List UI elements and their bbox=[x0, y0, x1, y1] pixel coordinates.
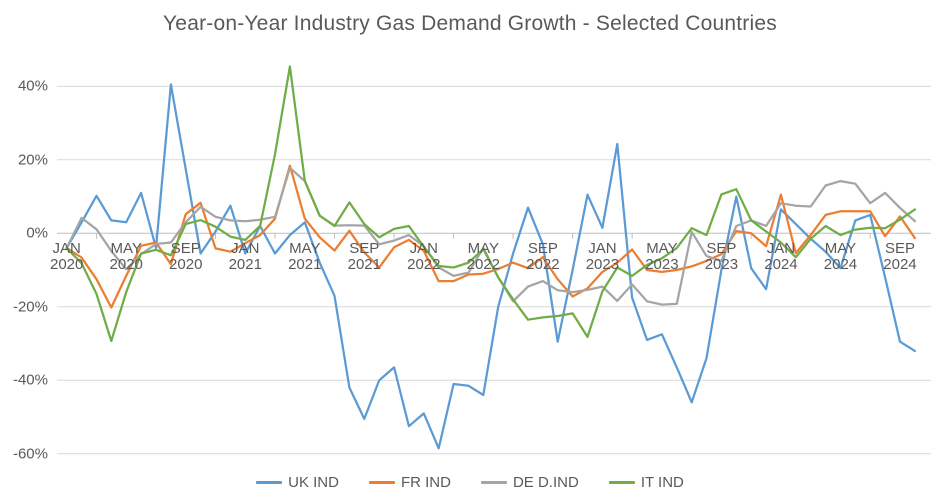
y-axis-label: -20% bbox=[12, 298, 48, 316]
y-axis-label: 0% bbox=[26, 224, 48, 242]
legend-swatch bbox=[256, 481, 283, 484]
legend-item-de-d-ind: DE D.IND bbox=[480, 474, 579, 491]
x-axis-label: SEP 2022 bbox=[526, 240, 560, 274]
y-axis-label: -40% bbox=[12, 371, 48, 389]
x-axis-label: JAN 2022 bbox=[407, 240, 441, 274]
x-axis-label: JAN 2023 bbox=[585, 240, 620, 274]
series-line-uk-ind bbox=[65, 83, 917, 450]
x-axis-label: MAY 2022 bbox=[466, 240, 501, 274]
series-line-it-ind bbox=[65, 65, 917, 343]
legend-label: DE D.IND bbox=[512, 474, 579, 491]
legend-label: FR IND bbox=[400, 474, 451, 491]
y-axis-label: 20% bbox=[17, 151, 48, 169]
y-axis-label: 40% bbox=[17, 77, 48, 95]
chart-legend: UK IND FR IND DE D.IND IT IND bbox=[0, 474, 940, 491]
x-axis-label: JAN 2021 bbox=[228, 240, 262, 274]
x-axis-label: SEP 2024 bbox=[883, 240, 917, 274]
legend-item-fr-ind: FR IND bbox=[368, 474, 451, 491]
x-axis-label: MAY 2021 bbox=[288, 240, 322, 274]
legend-swatch bbox=[480, 481, 507, 484]
x-axis-label: MAY 2024 bbox=[823, 240, 858, 274]
x-axis-label: SEP 2020 bbox=[169, 240, 203, 274]
legend-item-it-ind: IT IND bbox=[608, 474, 684, 491]
chart-title: Year-on-Year Industry Gas Demand Growth … bbox=[163, 12, 777, 35]
legend-label: IT IND bbox=[640, 474, 684, 491]
x-axis-label: MAY 2023 bbox=[645, 240, 679, 274]
x-axis-label: SEP 2023 bbox=[704, 240, 739, 274]
x-axis-label: SEP 2021 bbox=[347, 240, 381, 274]
legend-item-uk-ind: UK IND bbox=[256, 474, 339, 491]
y-axis-label: -60% bbox=[12, 445, 48, 463]
x-axis-label: MAY 2020 bbox=[109, 240, 143, 274]
legend-swatch bbox=[368, 481, 395, 484]
series-line-de-d-ind bbox=[65, 166, 917, 306]
legend-swatch bbox=[608, 481, 635, 484]
series-line-fr-ind bbox=[65, 164, 917, 309]
x-axis-label: JAN 2024 bbox=[764, 240, 798, 274]
legend-label: UK IND bbox=[288, 474, 339, 491]
x-axis-label: JAN 2020 bbox=[50, 240, 84, 274]
